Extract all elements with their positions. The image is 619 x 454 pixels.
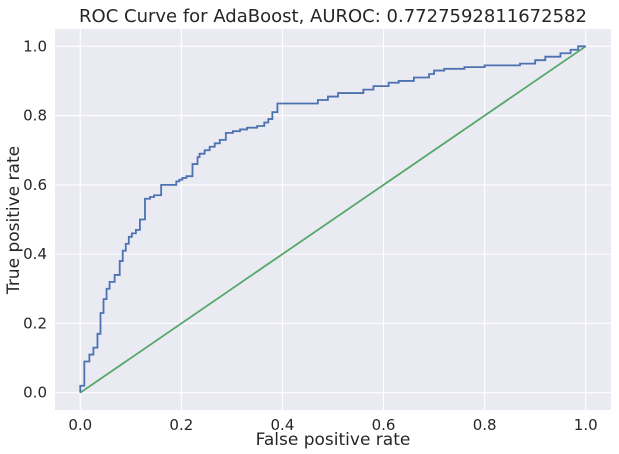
y-tick-label: 1.0: [23, 37, 47, 55]
data-layer: [79, 45, 587, 394]
chart-title: ROC Curve for AdaBoost, AUROC: 0.7727592…: [79, 6, 587, 27]
random-baseline-line: [79, 45, 587, 394]
x-axis-label: False positive rate: [256, 430, 411, 450]
y-tick-label: 0.4: [23, 245, 47, 263]
tick-labels: 0.0 0.2 0.4 0.6 0.8 1.0 0.0 0.2 0.4 0.6 0.8 1.0: [23, 37, 598, 434]
y-tick-label: 0.6: [23, 176, 47, 194]
y-axis-label: True positive rate: [4, 146, 24, 295]
x-tick-label: 0.0: [68, 416, 92, 434]
y-tick-label: 0.8: [23, 107, 47, 125]
x-tick-label: 0.4: [271, 416, 295, 434]
x-tick-label: 0.6: [372, 416, 396, 434]
x-tick-label: 0.8: [473, 416, 497, 434]
grid: [55, 29, 611, 410]
y-tick-label: 0.0: [23, 384, 47, 402]
y-tick-label: 0.2: [23, 314, 47, 332]
x-tick-label: 1.0: [574, 416, 598, 434]
x-tick-label: 0.2: [169, 416, 193, 434]
roc-curve-line: [79, 45, 586, 393]
